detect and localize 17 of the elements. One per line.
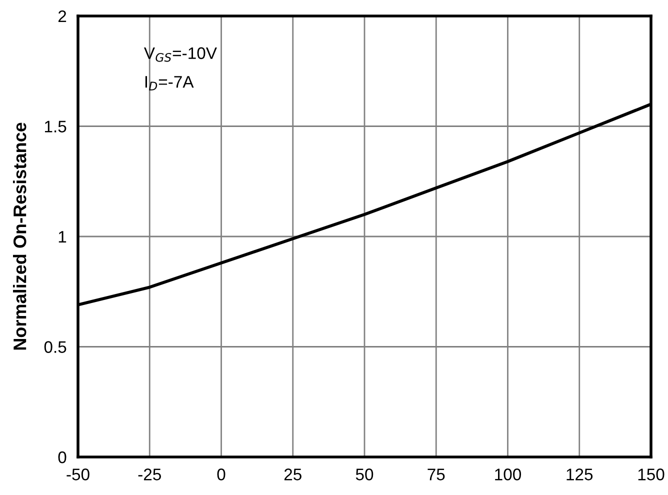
y-axis-title: Normalized On-Resistance [13, 122, 26, 350]
x-tick-label: 150 [638, 468, 664, 480]
x-tick-label: 25 [284, 468, 302, 480]
y-tick-label: 0 [58, 451, 66, 464]
x-tick-label: -25 [138, 468, 161, 480]
annotation: V$_{GS}$=-10V [144, 47, 217, 62]
x-tick-label: -50 [66, 468, 90, 480]
y-tick-label: 2 [58, 10, 66, 22]
x-tick-label: 100 [495, 468, 522, 480]
x-tick-label: 75 [428, 468, 445, 480]
x-tick-label: 125 [566, 468, 593, 480]
x-tick-label: 0 [217, 468, 226, 480]
annotation: I$_{D}$=-7A [145, 76, 194, 90]
y-tick-label: 1.5 [44, 120, 66, 132]
y-tick-label: 0.5 [44, 341, 66, 353]
y-tick-label: 1 [58, 231, 66, 243]
x-tick-label: 50 [356, 468, 374, 480]
